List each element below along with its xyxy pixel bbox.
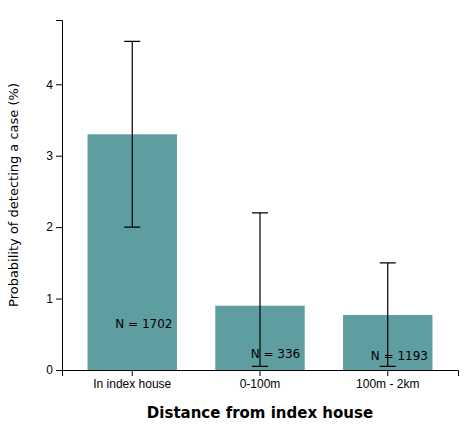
x-tick-mark — [260, 370, 261, 376]
y-tick-mark — [56, 156, 62, 157]
y-tick-label: 4 — [46, 78, 53, 92]
error-bar — [124, 41, 140, 227]
error-bar — [252, 213, 268, 367]
y-tick-label: 1 — [46, 292, 53, 306]
n-label: N = 336 — [251, 347, 301, 361]
y-tick-label: 3 — [46, 149, 53, 163]
y-tick-mark — [56, 299, 62, 300]
y-tick: 2 — [46, 220, 62, 234]
y-axis: 0 1 2 3 4 — [46, 21, 62, 378]
x-axis: In index house 0-100m 100m - 2km — [63, 370, 459, 391]
chart: 0 1 2 3 4 In index house 0-100m 100m - 2km N = 1… — [0, 0, 474, 432]
y-tick: 4 — [46, 78, 62, 92]
x-tick: 0-100m — [240, 370, 281, 391]
x-tick-label: 0-100m — [240, 377, 281, 391]
x-tick-mark — [387, 370, 388, 376]
n-label: N = 1193 — [371, 349, 428, 363]
x-tick-label: 100m - 2km — [356, 377, 419, 391]
y-tick: 3 — [46, 149, 62, 163]
y-tick-label: 0 — [46, 363, 53, 377]
n-label: N = 1702 — [115, 317, 172, 331]
x-tick-mark — [132, 370, 133, 376]
y-axis-line — [56, 21, 63, 371]
marks — [88, 41, 433, 370]
annotations: N = 1702 N = 336 N = 1193 — [115, 317, 428, 364]
plot: 0 1 2 3 4 In index house 0-100m 100m - 2km N = 1… — [46, 21, 458, 391]
y-tick: 1 — [46, 292, 62, 306]
y-tick: 0 — [46, 363, 62, 377]
x-tick: In index house — [93, 370, 171, 391]
y-tick-label: 2 — [46, 220, 53, 234]
x-axis-title: Distance from index house — [147, 404, 373, 422]
y-tick-mark — [56, 370, 62, 371]
x-axis-line — [63, 371, 459, 377]
y-axis-title: Probability of detecting a case (%) — [6, 83, 21, 307]
x-tick-label: In index house — [93, 377, 171, 391]
y-tick-mark — [56, 227, 62, 228]
x-tick: 100m - 2km — [356, 370, 419, 391]
y-tick-mark — [56, 84, 62, 85]
